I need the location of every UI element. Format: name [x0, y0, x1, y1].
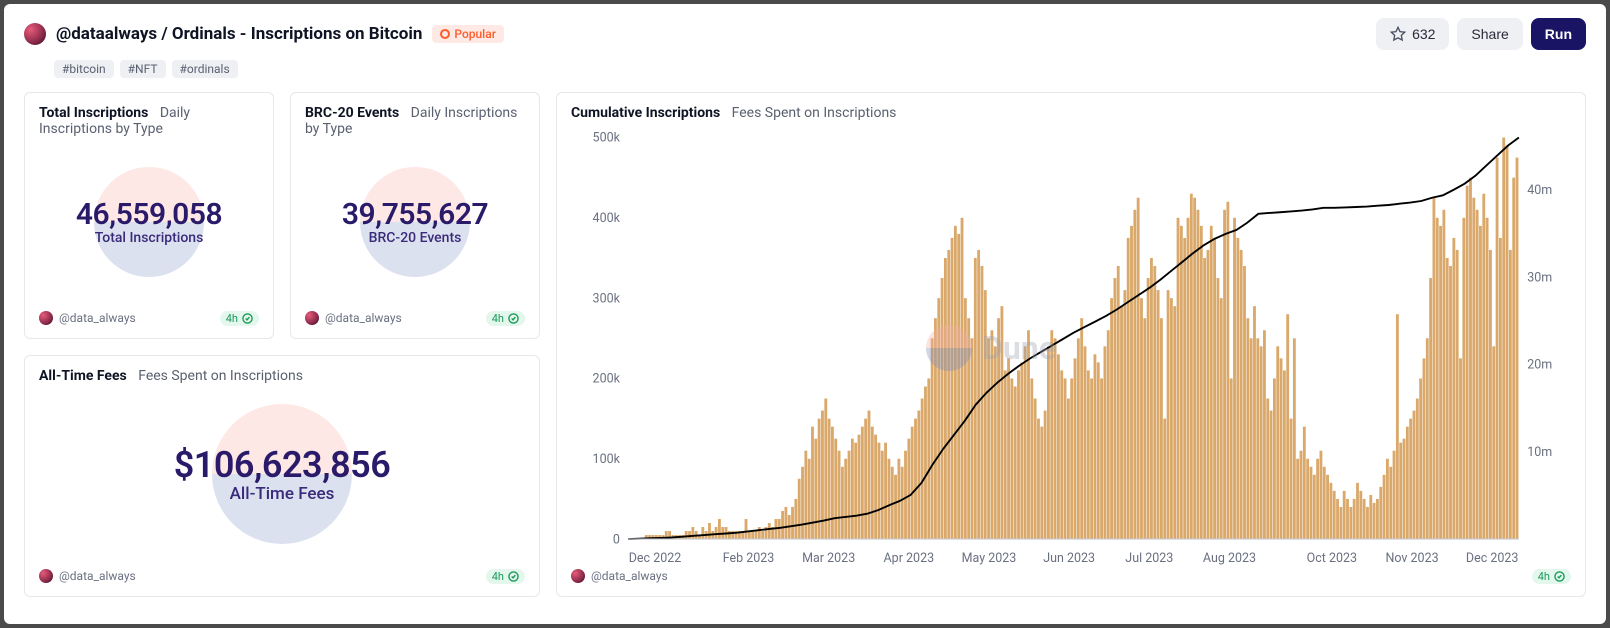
svg-text:10m: 10m — [1527, 445, 1552, 460]
tag-item[interactable]: #bitcoin — [54, 60, 114, 78]
refresh-age: 4h — [492, 570, 504, 583]
svg-text:300k: 300k — [593, 291, 621, 306]
popular-label: Popular — [454, 27, 496, 41]
star-icon — [1390, 26, 1406, 42]
star-count: 632 — [1412, 26, 1435, 42]
card-footer: @data_always 4h — [39, 569, 525, 584]
check-circle-icon — [242, 313, 253, 324]
svg-text:200k: 200k — [593, 372, 621, 387]
metric-label: All-Time Fees — [230, 484, 335, 504]
check-circle-icon — [508, 571, 519, 582]
svg-text:Mar 2023: Mar 2023 — [802, 551, 855, 566]
page-title: @dataalways / Ordinals - Inscriptions on… — [56, 24, 422, 44]
owner-handle: @data_always — [591, 569, 668, 583]
mini-avatar-icon — [39, 569, 53, 583]
card-owner[interactable]: @data_always — [305, 311, 402, 325]
metric-value: 39,755,627 — [342, 197, 488, 232]
card-footer: @data_always 4h — [571, 569, 1571, 584]
card-header: Cumulative Inscriptions Fees Spent on In… — [571, 105, 1571, 121]
svg-text:400k: 400k — [593, 211, 621, 226]
svg-text:May 2023: May 2023 — [962, 551, 1017, 566]
svg-text:Dec 2023: Dec 2023 — [1466, 551, 1519, 566]
card-header: All-Time Fees Fees Spent on Inscriptions — [39, 368, 525, 384]
star-button[interactable]: 632 — [1376, 18, 1449, 50]
tag-item[interactable]: #NFT — [120, 60, 166, 78]
svg-text:100k: 100k — [593, 452, 621, 467]
metric-value: 46,559,058 — [76, 197, 222, 232]
svg-text:20m: 20m — [1527, 358, 1552, 373]
card-subtitle: Fees Spent on Inscriptions — [138, 368, 303, 384]
card-footer: @data_always 4h — [305, 311, 525, 326]
owner-handle: @data_always — [59, 311, 136, 325]
svg-text:Jul 2023: Jul 2023 — [1125, 551, 1173, 566]
dashboard-page: @dataalways / Ordinals - Inscriptions on… — [4, 4, 1606, 624]
mini-avatar-icon — [39, 311, 53, 325]
metric: $106,623,856 All-Time Fees — [39, 390, 525, 569]
svg-text:Aug 2023: Aug 2023 — [1203, 551, 1256, 566]
card-subtitle: Fees Spent on Inscriptions — [732, 105, 897, 121]
refresh-age: 4h — [1538, 570, 1550, 583]
card-title: BRC-20 Events — [305, 105, 399, 121]
refresh-badge: 4h — [1532, 569, 1571, 584]
svg-text:30m: 30m — [1527, 270, 1552, 285]
page-header: @dataalways / Ordinals - Inscriptions on… — [24, 18, 1586, 50]
card-owner[interactable]: @data_always — [39, 311, 136, 325]
metric: 39,755,627 BRC-20 Events — [305, 143, 525, 311]
refresh-age: 4h — [492, 312, 504, 325]
refresh-badge: 4h — [220, 311, 259, 326]
header-left: @dataalways / Ordinals - Inscriptions on… — [24, 23, 504, 45]
run-button[interactable]: Run — [1531, 18, 1586, 50]
svg-text:Dec 2022: Dec 2022 — [629, 551, 682, 566]
card-title: Total Inscriptions — [39, 105, 148, 121]
card-grid: Total Inscriptions Daily Inscriptions by… — [24, 92, 1586, 597]
card-brc20-events: BRC-20 Events Daily Inscriptions by Type… — [290, 92, 540, 339]
share-label: Share — [1471, 26, 1508, 42]
fire-icon — [440, 29, 450, 39]
card-all-time-fees: All-Time Fees Fees Spent on Inscriptions… — [24, 355, 540, 597]
owner-handle: @data_always — [59, 569, 136, 583]
metric: 46,559,058 Total Inscriptions — [39, 143, 259, 311]
svg-text:Jun 2023: Jun 2023 — [1043, 551, 1095, 566]
refresh-badge: 4h — [486, 569, 525, 584]
refresh-badge: 4h — [486, 311, 525, 326]
svg-text:0: 0 — [613, 532, 620, 547]
popular-badge: Popular — [432, 25, 504, 43]
check-circle-icon — [1554, 571, 1565, 582]
svg-text:Feb 2023: Feb 2023 — [723, 551, 775, 566]
svg-text:40m: 40m — [1527, 183, 1552, 198]
svg-text:Nov 2023: Nov 2023 — [1385, 551, 1438, 566]
header-actions: 632 Share Run — [1376, 18, 1586, 50]
svg-text:Oct 2023: Oct 2023 — [1307, 551, 1357, 566]
card-title: Cumulative Inscriptions — [571, 105, 720, 121]
mini-avatar-icon — [571, 569, 585, 583]
owner-handle: @data_always — [325, 311, 402, 325]
tag-item[interactable]: #ordinals — [172, 60, 238, 78]
chart-area[interactable]: Dune 0100k200k300k400k500k10m20m30m40mDe… — [571, 127, 1571, 569]
share-button[interactable]: Share — [1457, 18, 1522, 50]
check-circle-icon — [508, 313, 519, 324]
card-owner[interactable]: @data_always — [39, 569, 136, 583]
card-title: All-Time Fees — [39, 368, 127, 384]
tag-list: #bitcoin #NFT #ordinals — [54, 60, 1586, 78]
metric-label: Total Inscriptions — [95, 230, 204, 246]
card-header: Total Inscriptions Daily Inscriptions by… — [39, 105, 259, 137]
card-footer: @data_always 4h — [39, 311, 259, 326]
svg-text:Apr 2023: Apr 2023 — [884, 551, 935, 566]
run-label: Run — [1545, 26, 1572, 42]
metric-label: BRC-20 Events — [369, 230, 462, 246]
card-chart: Cumulative Inscriptions Fees Spent on In… — [556, 92, 1586, 597]
card-header: BRC-20 Events Daily Inscriptions by Type — [305, 105, 525, 137]
metric-value: $106,623,856 — [174, 444, 391, 486]
card-total-inscriptions: Total Inscriptions Daily Inscriptions by… — [24, 92, 274, 339]
refresh-age: 4h — [226, 312, 238, 325]
svg-text:500k: 500k — [593, 131, 621, 146]
mini-avatar-icon — [305, 311, 319, 325]
owner-avatar[interactable] — [24, 23, 46, 45]
card-owner[interactable]: @data_always — [571, 569, 668, 583]
chart-svg: 0 100k 200k 300k 400k 500k 10m 20m 30m 40m Dec 202… — [571, 127, 1571, 569]
